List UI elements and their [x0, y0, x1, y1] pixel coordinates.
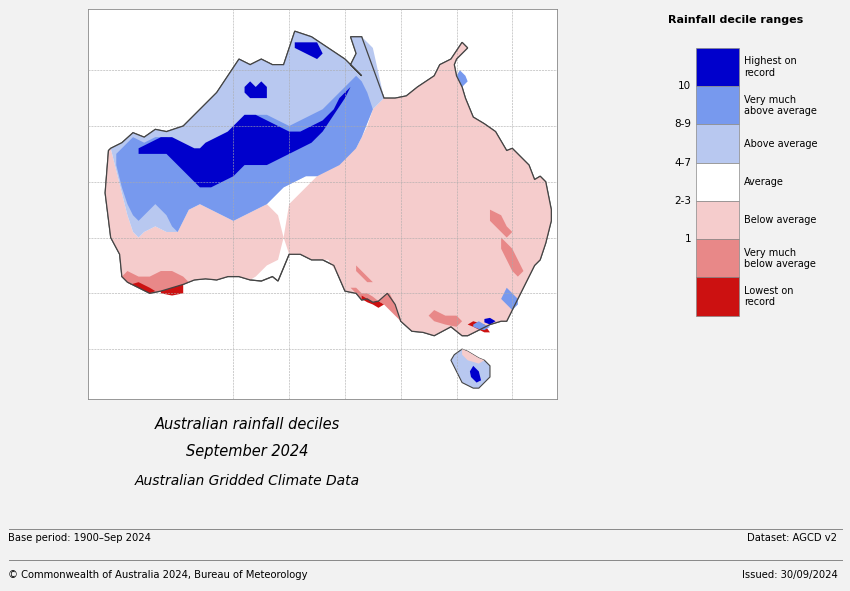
Text: Lowest on
record: Lowest on record	[744, 286, 794, 307]
Polygon shape	[116, 76, 373, 232]
Polygon shape	[295, 43, 323, 59]
Polygon shape	[139, 87, 350, 187]
Text: Base period: 1900–Sep 2024: Base period: 1900–Sep 2024	[8, 532, 151, 543]
Text: Highest on
record: Highest on record	[744, 56, 796, 78]
Text: 2-3: 2-3	[674, 196, 691, 206]
Polygon shape	[502, 238, 524, 277]
Text: Rainfall decile ranges: Rainfall decile ranges	[667, 15, 802, 25]
Text: Very much
above average: Very much above average	[744, 95, 817, 116]
Polygon shape	[490, 210, 513, 238]
Text: Average: Average	[744, 177, 784, 187]
Polygon shape	[128, 282, 156, 293]
Text: Very much
below average: Very much below average	[744, 248, 816, 269]
Polygon shape	[284, 43, 552, 336]
Text: Australian rainfall deciles: Australian rainfall deciles	[155, 417, 340, 432]
Bar	[696, 86, 740, 125]
Text: Below average: Below average	[744, 215, 816, 225]
Bar	[696, 163, 740, 201]
Polygon shape	[161, 284, 184, 296]
Text: 10: 10	[677, 81, 691, 91]
Polygon shape	[484, 318, 496, 324]
Text: Above average: Above average	[744, 138, 818, 148]
Polygon shape	[362, 296, 384, 308]
Polygon shape	[356, 265, 373, 282]
Bar	[696, 278, 740, 316]
Polygon shape	[428, 310, 462, 327]
Polygon shape	[350, 288, 400, 322]
Polygon shape	[468, 322, 490, 332]
Polygon shape	[473, 322, 490, 330]
Polygon shape	[451, 349, 490, 388]
Polygon shape	[109, 31, 384, 238]
Polygon shape	[456, 70, 468, 87]
Text: © Commonwealth of Australia 2024, Bureau of Meteorology: © Commonwealth of Australia 2024, Bureau…	[8, 570, 308, 580]
Polygon shape	[105, 31, 552, 336]
Text: Issued: 30/09/2024: Issued: 30/09/2024	[741, 570, 837, 580]
Polygon shape	[502, 288, 518, 310]
Bar	[696, 125, 740, 163]
Polygon shape	[122, 271, 189, 293]
Bar	[696, 201, 740, 239]
Bar	[696, 48, 740, 86]
Text: Australian Gridded Climate Data: Australian Gridded Climate Data	[134, 474, 360, 488]
Polygon shape	[470, 366, 481, 382]
Text: Dataset: AGCD v2: Dataset: AGCD v2	[747, 532, 837, 543]
Text: September 2024: September 2024	[186, 444, 309, 459]
Polygon shape	[462, 349, 484, 363]
Text: 1: 1	[684, 234, 691, 244]
Polygon shape	[105, 148, 284, 293]
Polygon shape	[245, 82, 267, 98]
Text: 4-7: 4-7	[674, 158, 691, 168]
Bar	[696, 239, 740, 278]
Text: 8-9: 8-9	[674, 119, 691, 129]
